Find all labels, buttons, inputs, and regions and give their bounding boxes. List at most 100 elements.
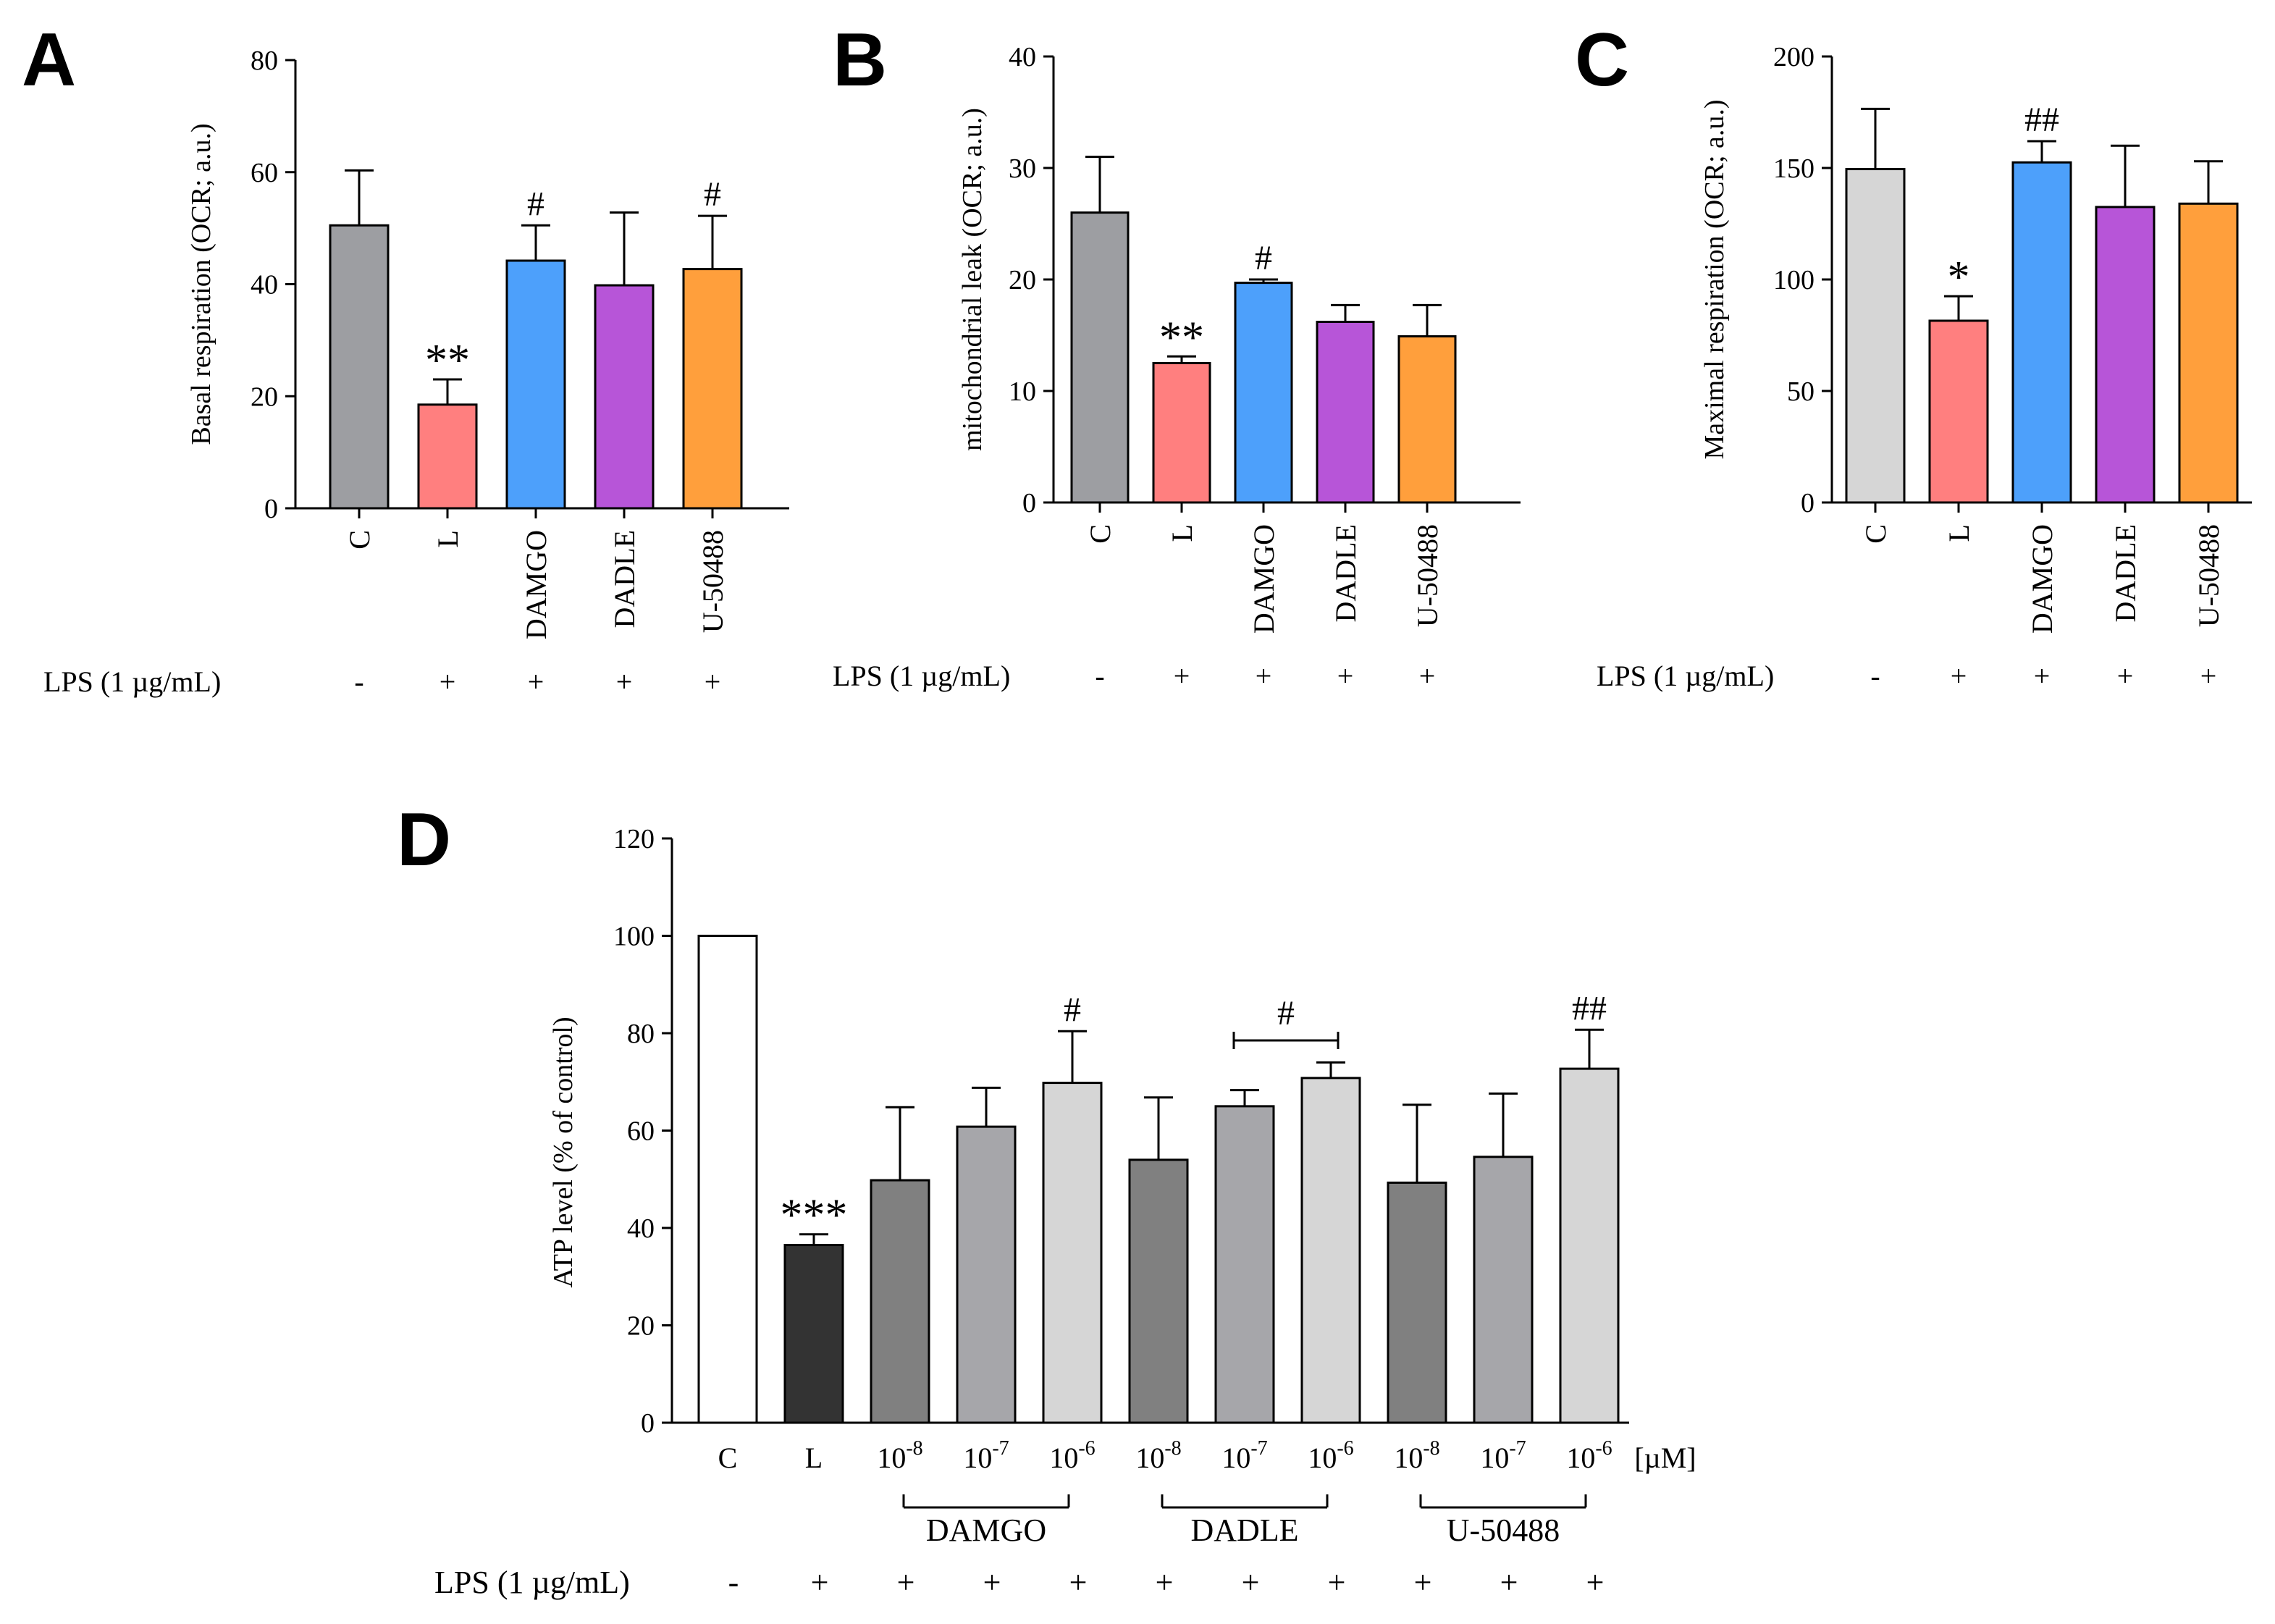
y-axis-label: mitochondrial leak (OCR; a.u.) [957,108,988,451]
lps-sign: + [897,1565,915,1600]
y-tick-label: 20 [627,1311,655,1342]
bar [505,259,566,510]
y-tick-label: 200 [1773,42,1814,72]
y-tick-label: 0 [1022,488,1036,518]
y-tick-label: 150 [1773,153,1814,184]
y-tick-label: 30 [1009,153,1036,184]
y-tick-label: 50 [1787,376,1814,407]
lps-sign: + [1256,660,1272,692]
x-tick-label: L [1166,524,1198,542]
y-tick-label: 10 [1009,376,1036,407]
y-tick-label: 0 [641,1408,655,1439]
lps-sign: + [2034,660,2051,692]
bar [956,1125,1017,1424]
bar [1214,1105,1275,1424]
lps-sign: - [1870,660,1880,692]
lps-sign: + [1242,1565,1260,1600]
panel-letter-a: A [22,18,76,102]
chart-panel-d: 0 20 40 60 80 100 120 ATP level (% of control) C… [434,824,1696,1600]
bar [1316,321,1375,504]
lps-label: LPS (1 µg/mL) [434,1565,630,1600]
significance-marker: ** [425,336,470,385]
bar [1473,1156,1534,1424]
x-tick-label: U-50488 [1411,524,1444,627]
y-tick-label: 100 [613,922,655,952]
y-tick-label: 100 [1773,265,1814,295]
bar [1845,168,1906,504]
significance-marker: # [1064,990,1081,1029]
group-label: DADLE [1190,1512,1298,1548]
lps-sign: + [1156,1565,1174,1600]
lps-sign: + [811,1565,829,1600]
bar [1042,1082,1103,1424]
x-tick-label: 10-6 [1308,1437,1353,1474]
y-tick-label: 20 [1009,265,1036,295]
lps-label: LPS (1 µg/mL) [43,665,221,698]
lps-sign: + [1586,1565,1605,1600]
bar [1397,335,1457,504]
bar [1559,1067,1620,1424]
lps-sign: + [1337,660,1354,692]
lps-sign: + [1069,1565,1088,1600]
bar [594,284,655,510]
x-tick-label: 10-7 [1480,1437,1526,1474]
y-tick-label: 40 [627,1213,655,1244]
x-tick-label: L [1943,524,1975,542]
x-tick-label: 10-7 [963,1437,1009,1474]
x-tick-label: L [432,530,464,547]
x-tick-label: U-50488 [697,530,729,633]
lps-sign: + [2117,660,2134,692]
x-tick-label: DADLE [1329,524,1362,623]
bar [2011,161,2072,504]
lps-sign: + [1951,660,1967,692]
lps-sign: + [2200,660,2217,692]
y-axis-label: Maximal respiration (OCR; a.u.) [1699,99,1730,459]
lps-label: LPS (1 µg/mL) [1597,660,1774,692]
bar [870,1179,930,1424]
bar [1234,282,1293,504]
panel-letter-b: B [833,18,887,102]
bar [1152,362,1211,504]
significance-marker: *** [781,1191,848,1240]
x-tick-label: 10-6 [1566,1437,1612,1474]
bar [417,403,478,510]
group-label: DAMGO [926,1512,1046,1548]
x-tick-label: 10-6 [1049,1437,1095,1474]
x-tick-label: DADLE [608,530,641,628]
x-tick-label: C [343,530,376,550]
significance-marker: * [1948,253,1970,302]
x-tick-label: C [718,1442,738,1474]
bar [2178,202,2239,504]
lps-sign: + [1328,1565,1346,1600]
lps-sign: + [1174,660,1190,692]
significance-marker: # [1277,994,1295,1032]
bar [329,224,390,510]
y-tick-label: 80 [627,1019,655,1049]
bar [682,268,743,510]
y-tick-label: 40 [1009,42,1036,72]
y-tick-label: 0 [264,494,278,524]
significance-marker: ## [1572,989,1607,1027]
chart-panel-a: 0 20 40 60 80 Basal respiration (OCR; a.u.) C -… [43,46,789,698]
y-tick-label: 120 [613,824,655,854]
significance-marker: # [704,175,721,214]
significance-marker: # [1255,239,1272,277]
bar [2095,206,2156,504]
lps-sign: + [1414,1565,1432,1600]
significance-marker: ## [2024,101,2059,139]
bar [783,1244,844,1424]
significance-marker: ** [1159,313,1204,362]
y-tick-label: 20 [251,382,278,412]
x-tick-label: DAMGO [2026,524,2059,634]
y-tick-label: 60 [251,158,278,188]
panel-letter-c: C [1575,18,1629,102]
lps-sign: - [1095,660,1104,692]
lps-sign: + [616,665,633,698]
y-axis-label: Basal respiration (OCR; a.u.) [186,123,216,445]
x-tick-label: DAMGO [1248,524,1280,634]
x-tick-label: C [1859,524,1892,544]
bar [1928,319,1989,504]
lps-label: LPS (1 µg/mL) [833,660,1010,692]
lps-sign: - [354,665,363,698]
bar [697,935,758,1424]
